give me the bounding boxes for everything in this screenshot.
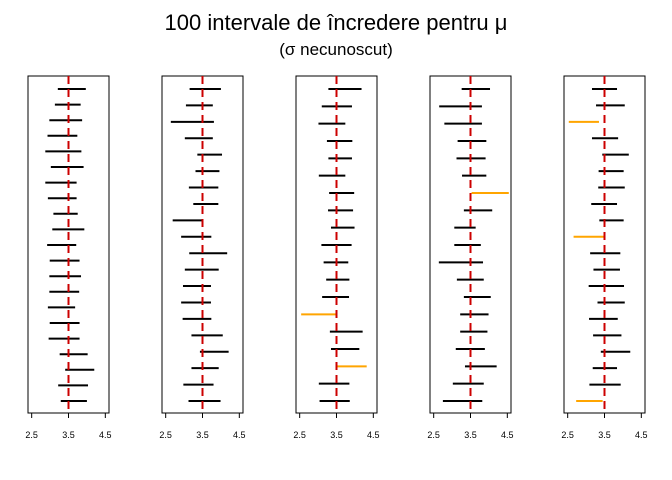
- x-tick-label: 4.5: [367, 430, 380, 440]
- x-tick-label: 2.5: [159, 430, 172, 440]
- x-tick-label: 3.5: [196, 430, 209, 440]
- x-tick-label: 4.5: [233, 430, 246, 440]
- x-tick-label: 3.5: [598, 430, 611, 440]
- chart-title: 100 intervale de încredere pentru μ: [164, 10, 508, 35]
- x-tick-label: 3.5: [62, 430, 75, 440]
- x-tick-label: 2.5: [427, 430, 440, 440]
- x-tick-label: 2.5: [293, 430, 306, 440]
- x-tick-label: 2.5: [25, 430, 38, 440]
- x-tick-label: 3.5: [330, 430, 343, 440]
- x-tick-label: 4.5: [501, 430, 514, 440]
- x-tick-label: 2.5: [561, 430, 574, 440]
- chart-subtitle: (σ necunoscut): [279, 40, 393, 59]
- x-tick-label: 4.5: [635, 430, 648, 440]
- x-tick-label: 3.5: [464, 430, 477, 440]
- x-tick-label: 4.5: [99, 430, 112, 440]
